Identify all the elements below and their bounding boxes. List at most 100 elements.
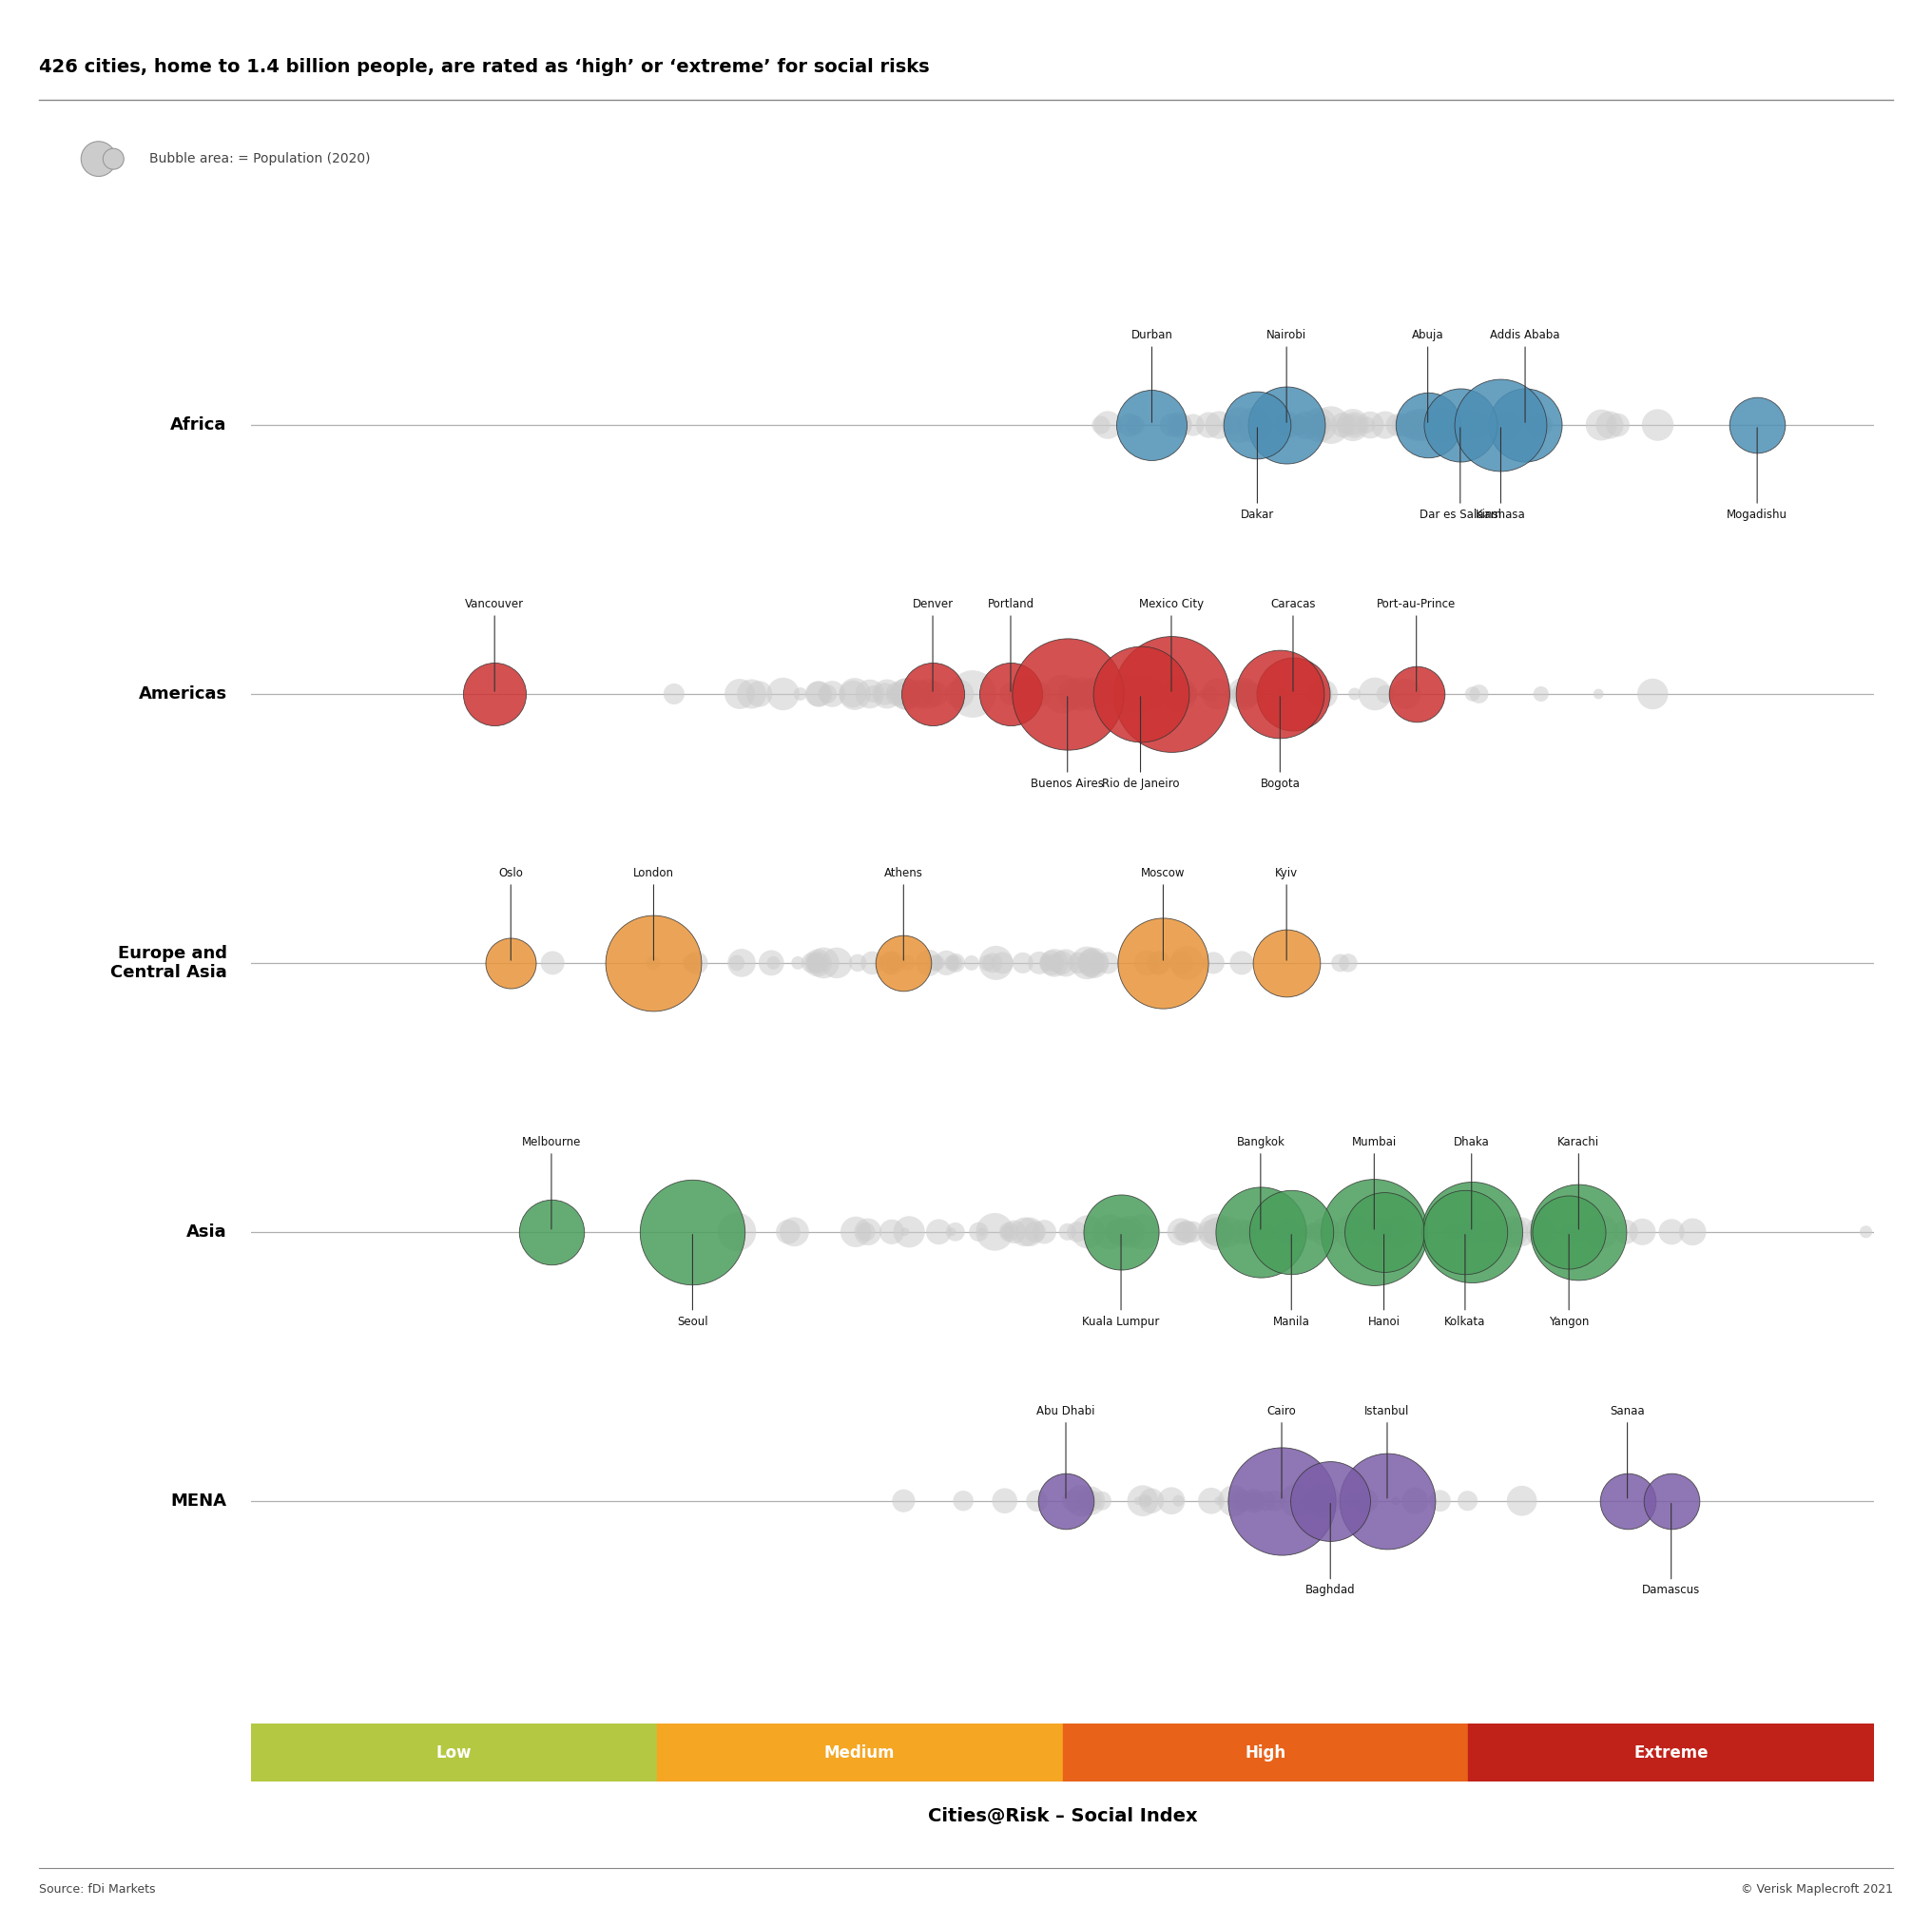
Point — [1219, 1217, 1250, 1248]
Point — [1171, 1217, 1202, 1248]
Point — [1507, 1485, 1538, 1516]
Point — [972, 948, 1003, 978]
Text: Kinshasa: Kinshasa — [1476, 508, 1526, 520]
Point — [956, 948, 987, 978]
Point — [991, 1217, 1022, 1248]
Point — [989, 1485, 1020, 1516]
Point — [1461, 410, 1492, 441]
Point — [837, 678, 867, 709]
Point — [1105, 1217, 1136, 1248]
Point — [1522, 410, 1553, 441]
Point — [1202, 1217, 1233, 1248]
Point — [1233, 1217, 1264, 1248]
Text: Addis Ababa: Addis Ababa — [1490, 329, 1559, 341]
Point — [1167, 1217, 1198, 1248]
Point — [721, 948, 752, 978]
Point — [1007, 678, 1037, 709]
Point — [920, 678, 951, 709]
Point — [1333, 1217, 1364, 1248]
Point — [1194, 410, 1225, 441]
Bar — [1468, 1724, 1874, 1782]
Text: MENA: MENA — [170, 1493, 226, 1510]
Point — [1103, 678, 1134, 709]
Point — [537, 948, 568, 978]
Point — [1743, 410, 1774, 441]
Point — [1293, 410, 1323, 441]
Point — [535, 1217, 566, 1248]
Point — [767, 678, 798, 709]
Point — [1466, 410, 1497, 441]
Point — [1435, 1217, 1466, 1248]
Point — [978, 948, 1009, 978]
Point — [937, 1217, 968, 1248]
Text: Dar es Salaam: Dar es Salaam — [1420, 508, 1501, 520]
Text: Damascus: Damascus — [1642, 1585, 1700, 1597]
Point — [1082, 948, 1113, 978]
Text: Bubble area: = Population (2020): Bubble area: = Population (2020) — [149, 152, 371, 166]
Point — [1424, 1485, 1455, 1516]
Point — [1165, 1217, 1196, 1248]
Point — [893, 948, 923, 978]
Point — [1213, 678, 1244, 709]
Point — [1204, 1485, 1235, 1516]
Point — [1078, 948, 1109, 978]
Point — [1277, 678, 1308, 709]
Point — [1109, 1217, 1140, 1248]
Point — [802, 948, 833, 978]
Text: Mumbai: Mumbai — [1352, 1136, 1397, 1148]
Point — [1627, 1217, 1658, 1248]
Point — [1300, 1485, 1331, 1516]
Point — [1304, 410, 1335, 441]
Point — [1007, 948, 1037, 978]
Point — [1155, 678, 1186, 709]
Point — [1505, 1217, 1536, 1248]
Text: Oslo: Oslo — [498, 867, 524, 880]
Point — [889, 1217, 920, 1248]
Point — [1337, 1485, 1368, 1516]
Text: Mexico City: Mexico City — [1140, 599, 1204, 611]
Point — [1350, 1485, 1381, 1516]
Point — [1391, 678, 1422, 709]
Point — [842, 948, 873, 978]
Point — [495, 948, 526, 978]
Point — [1370, 678, 1401, 709]
Point — [1509, 410, 1540, 441]
Point — [1200, 1217, 1231, 1248]
Point — [1267, 678, 1298, 709]
Point — [1163, 678, 1194, 709]
Point — [1339, 410, 1370, 441]
Point — [918, 678, 949, 709]
Point — [1039, 948, 1070, 978]
Point — [1014, 1217, 1045, 1248]
Point — [898, 678, 929, 709]
Point — [987, 948, 1018, 978]
Text: Medium: Medium — [825, 1745, 895, 1760]
Point — [1213, 1217, 1244, 1248]
Point — [883, 678, 914, 709]
Point — [1360, 678, 1391, 709]
Point — [1368, 1217, 1399, 1248]
Point — [1611, 1485, 1642, 1516]
Point — [1285, 410, 1316, 441]
Point — [1225, 1485, 1256, 1516]
Point — [1066, 1485, 1097, 1516]
Text: Asia: Asia — [185, 1223, 226, 1240]
Point — [1155, 410, 1186, 441]
Point — [784, 678, 815, 709]
Point — [1401, 678, 1432, 709]
Point — [1059, 1485, 1090, 1516]
Point — [1609, 1217, 1640, 1248]
Point — [779, 1217, 810, 1248]
Point — [1229, 678, 1260, 709]
Point — [83, 143, 114, 173]
Point — [1196, 678, 1227, 709]
Point — [1677, 1217, 1708, 1248]
Point — [811, 678, 842, 709]
Text: Denver: Denver — [912, 599, 952, 611]
Point — [757, 948, 788, 978]
Point — [1265, 678, 1296, 709]
Point — [1271, 410, 1302, 441]
Point — [1250, 1485, 1281, 1516]
Point — [877, 948, 908, 978]
Point — [1383, 1217, 1414, 1248]
